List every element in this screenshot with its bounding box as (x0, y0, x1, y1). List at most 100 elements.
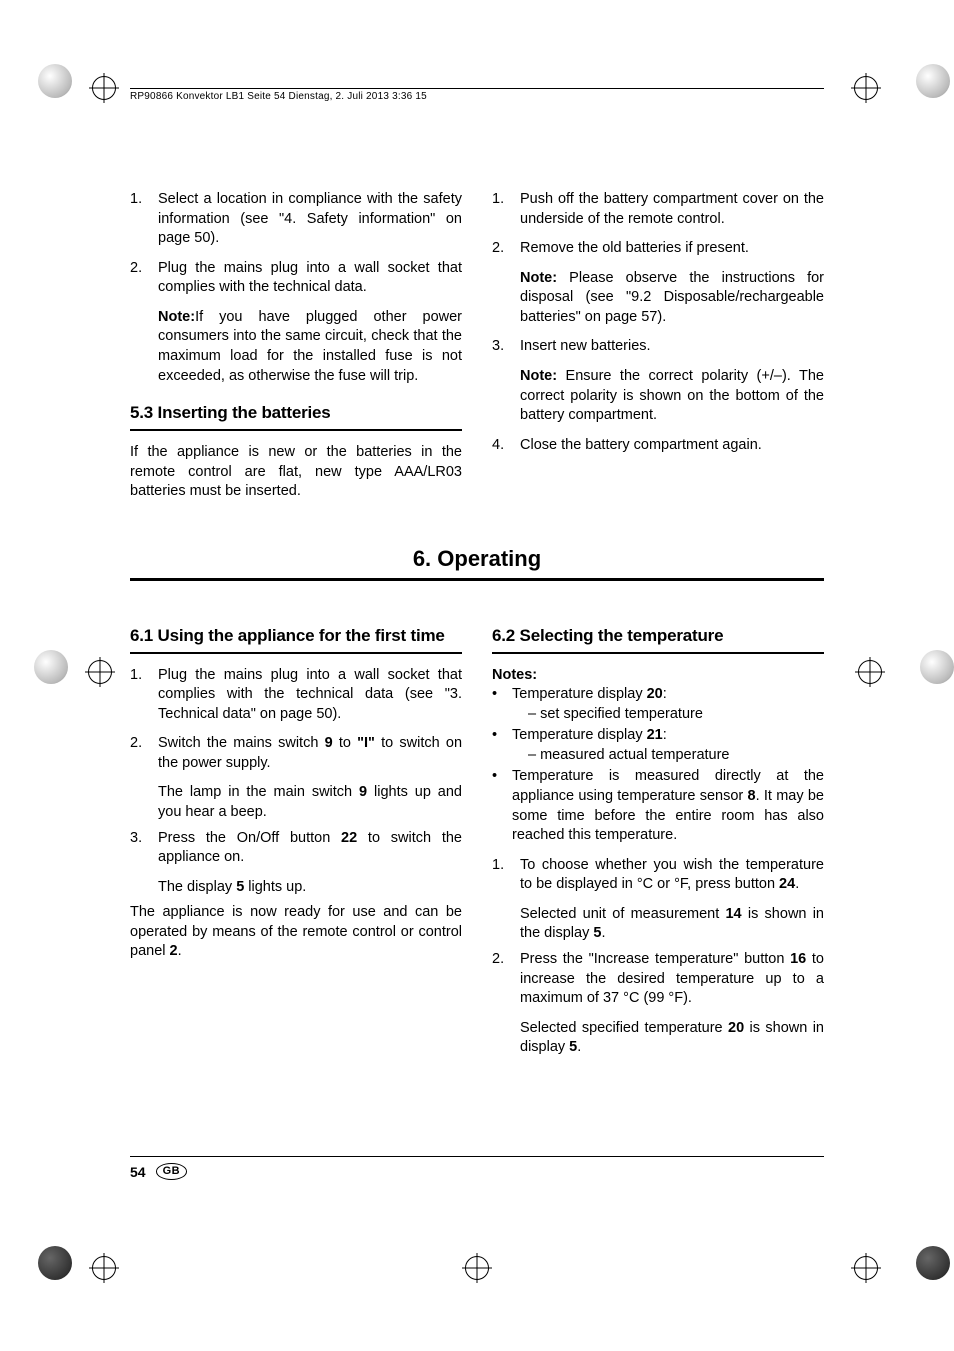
list-item: 2. Plug the mains plug into a wall socke… (130, 259, 462, 298)
col-6-2: 6.2 Selecting the temperature Notes: • T… (492, 609, 824, 1064)
list-item: 2. Remove the old batteries if present. (492, 239, 824, 259)
first-use-steps: 1. Plug the mains plug into a wall socke… (130, 666, 462, 774)
section-6-1-tail: The appliance is now ready for use and c… (130, 903, 462, 962)
step-result: The display 5 lights up. (158, 878, 462, 898)
note-label: Note: (520, 270, 557, 286)
page-footer: 54 GB (130, 1156, 824, 1180)
battery-steps-3: 4. Close the battery compartment again. (492, 436, 824, 456)
bubble-icon (916, 64, 950, 98)
page-number: 54 (130, 1164, 146, 1180)
step-result: The lamp in the main switch 9 lights up … (158, 783, 462, 822)
heading-rule (492, 652, 824, 654)
heading-6-2: 6.2 Selecting the temperature (492, 625, 824, 648)
list-item: 2. Press the "Increase temperature" butt… (492, 950, 824, 1009)
notes-label: Notes: (492, 666, 824, 686)
step-number: 2. (492, 950, 520, 1009)
list-item: 2. Switch the mains switch 9 to "I" to s… (130, 734, 462, 773)
register-icon (92, 76, 116, 100)
heading-5-3: 5.3 Inserting the batteries (130, 402, 462, 425)
loc-steps: 1. Select a location in compliance with … (130, 190, 462, 298)
register-icon (854, 76, 878, 100)
running-header: RP90866 Konvektor LB1 Seite 54 Dienstag,… (130, 88, 824, 102)
running-header-text: RP90866 Konvektor LB1 Seite 54 Dienstag,… (130, 91, 427, 102)
note: Note: Please observe the instructions fo… (520, 269, 824, 328)
step-number: 2. (492, 239, 520, 259)
heading-rule (130, 429, 462, 431)
step-number: 4. (492, 436, 520, 456)
step-result: Selected unit of measurement 14 is shown… (520, 905, 824, 944)
register-icon (465, 1256, 489, 1280)
step-number: 1. (130, 190, 158, 249)
note: Note: Ensure the correct polarity (+/–).… (520, 367, 824, 426)
section-5-3-body: If the appliance is new or the batteries… (130, 443, 462, 502)
temp-steps: 1. To choose whether you wish the temper… (492, 856, 824, 895)
note-label: Note: (520, 368, 557, 384)
note-text: Please observe the instructions for disp… (520, 270, 824, 325)
step-text: Close the battery compartment again. (520, 436, 824, 456)
step-text: Press the On/Off button 22 to switch the… (158, 829, 462, 868)
step-text: Switch the mains switch 9 to "I" to swit… (158, 734, 462, 773)
page-body: 1. Select a location in compliance with … (130, 190, 824, 1064)
list-item: 3. Insert new batteries. (492, 337, 824, 357)
note-text: Ensure the correct polarity (+/–). The c… (520, 368, 824, 423)
temp-steps-2: 2. Press the "Increase temperature" butt… (492, 950, 824, 1009)
list-item: 3. Press the On/Off button 22 to switch … (130, 829, 462, 868)
top-columns: 1. Select a location in compliance with … (130, 190, 824, 512)
list-item: • Temperature display 21: – measured act… (492, 726, 824, 765)
top-left-col: 1. Select a location in compliance with … (130, 190, 462, 512)
step-number: 3. (492, 337, 520, 357)
register-icon (92, 1256, 116, 1280)
step-number: 3. (130, 829, 158, 868)
list-item: • Temperature is measured directly at th… (492, 767, 824, 845)
register-icon (854, 1256, 878, 1280)
step-text: Plug the mains plug into a wall socket t… (158, 259, 462, 298)
bubble-icon (38, 1246, 72, 1280)
list-item: 1. Plug the mains plug into a wall socke… (130, 666, 462, 725)
step-number: 2. (130, 734, 158, 773)
battery-steps-2: 3. Insert new batteries. (492, 337, 824, 357)
bubble-icon (920, 650, 954, 684)
battery-steps: 1. Push off the battery compartment cove… (492, 190, 824, 259)
bullet-text: Temperature display 20: – set specified … (512, 685, 824, 724)
list-item: 1. To choose whether you wish the temper… (492, 856, 824, 895)
step-text: Insert new batteries. (520, 337, 824, 357)
heading-rule (130, 652, 462, 654)
register-icon (858, 660, 882, 684)
bullet-icon: • (492, 767, 512, 845)
notes-bullets: • Temperature display 20: – set specifie… (492, 685, 824, 846)
step-number: 2. (130, 259, 158, 298)
bottom-columns: 6.1 Using the appliance for the first ti… (130, 609, 824, 1064)
register-icon (88, 660, 112, 684)
first-use-steps-2: 3. Press the On/Off button 22 to switch … (130, 829, 462, 868)
heading-6-rule (130, 578, 824, 581)
note-text: If you have plugged other power consumer… (158, 309, 462, 384)
step-text: Press the "Increase temperature" button … (520, 950, 824, 1009)
bubble-icon (34, 650, 68, 684)
list-item: 1. Select a location in compliance with … (130, 190, 462, 249)
step-number: 1. (492, 190, 520, 229)
list-item: 1. Push off the battery compartment cove… (492, 190, 824, 229)
bullet-icon: • (492, 685, 512, 724)
col-6-1: 6.1 Using the appliance for the first ti… (130, 609, 462, 1064)
step-result: Selected specified temperature 20 is sho… (520, 1019, 824, 1058)
step-number: 1. (130, 666, 158, 725)
step-text: Select a location in compliance with the… (158, 190, 462, 249)
note-label: Note: (158, 309, 195, 325)
region-badge: GB (156, 1163, 188, 1180)
step-number: 1. (492, 856, 520, 895)
step-text: Plug the mains plug into a wall socket t… (158, 666, 462, 725)
step-text: Push off the battery compartment cover o… (520, 190, 824, 229)
bullet-text: Temperature is measured directly at the … (512, 767, 824, 845)
note: Note:If you have plugged other power con… (158, 308, 462, 386)
step-text: Remove the old batteries if present. (520, 239, 824, 259)
bubble-icon (916, 1246, 950, 1280)
top-right-col: 1. Push off the battery compartment cove… (492, 190, 824, 512)
heading-6-1: 6.1 Using the appliance for the first ti… (130, 625, 462, 648)
list-item: • Temperature display 20: – set specifie… (492, 685, 824, 724)
bullet-text: Temperature display 21: – measured actua… (512, 726, 824, 765)
bubble-icon (38, 64, 72, 98)
list-item: 4. Close the battery compartment again. (492, 436, 824, 456)
heading-6: 6. Operating (130, 546, 824, 572)
bullet-icon: • (492, 726, 512, 765)
step-text: To choose whether you wish the temperatu… (520, 856, 824, 895)
